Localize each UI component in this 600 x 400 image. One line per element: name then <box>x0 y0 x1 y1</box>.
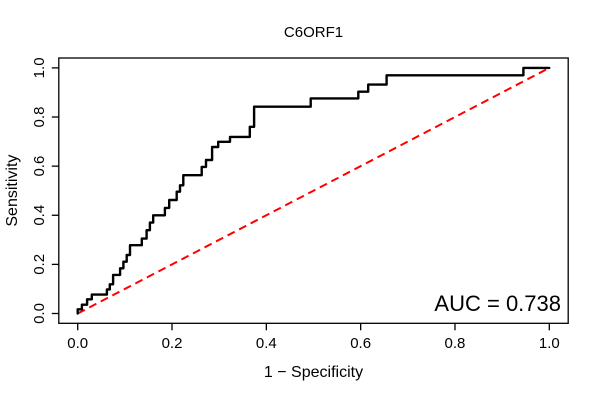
y-tick-label: 0.0 <box>31 303 48 324</box>
x-tick-label: 0.0 <box>67 335 88 352</box>
y-tick-label: 0.6 <box>31 156 48 177</box>
x-tick-label: 1.0 <box>539 335 560 352</box>
chance-diagonal-line <box>77 67 550 315</box>
x-tick-label: 0.8 <box>445 335 466 352</box>
y-axis-label: Sensitivity <box>4 155 21 227</box>
roc-curve <box>76 66 551 315</box>
plot-border <box>58 57 569 324</box>
y-tick-label: 0.2 <box>31 254 48 275</box>
y-tick-label: 0.8 <box>31 107 48 128</box>
x-tick-label: 0.6 <box>350 335 371 352</box>
x-tick-label: 0.2 <box>162 335 183 352</box>
x-axis-label: 1 − Specificity <box>264 364 363 381</box>
x-tick-label: 0.4 <box>256 335 277 352</box>
y-tick-label: 1.0 <box>31 57 48 78</box>
y-axis-ticks: 0.0 0.2 0.4 0.6 0.8 1.0 <box>31 57 59 324</box>
x-axis-ticks: 0.0 0.2 0.4 0.6 0.8 1.0 <box>67 323 560 352</box>
chart-title: C6ORF1 <box>284 24 343 41</box>
y-tick-label: 0.4 <box>31 205 48 226</box>
auc-annotation: AUC = 0.738 <box>434 291 561 316</box>
